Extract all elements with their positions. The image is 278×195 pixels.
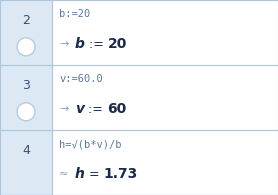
Text: →: → [59,104,68,114]
Bar [0,65,52,130]
Ellipse shape [17,38,35,56]
Text: :=: := [85,38,108,51]
Text: 20: 20 [108,37,127,51]
Text: 3: 3 [22,79,30,92]
Bar [0,0,52,65]
Ellipse shape [17,103,35,121]
Text: h: h [75,167,85,181]
Text: ≈: ≈ [59,169,68,179]
Text: h=√(b*v)/b: h=√(b*v)/b [59,139,121,149]
Bar [52,130,278,195]
Text: 1.73: 1.73 [103,167,138,181]
Text: :=: := [84,103,107,116]
Text: v:=60.0: v:=60.0 [59,74,103,84]
Text: 4: 4 [22,144,30,157]
Text: =: = [85,168,103,181]
Text: b: b [75,37,85,51]
Text: v: v [75,102,84,116]
Bar [52,65,278,130]
Text: b:=20: b:=20 [59,9,90,19]
Text: 2: 2 [22,14,30,27]
Bar [52,0,278,65]
Text: 60: 60 [107,102,126,116]
Text: →: → [59,39,68,49]
Bar [0,130,52,195]
